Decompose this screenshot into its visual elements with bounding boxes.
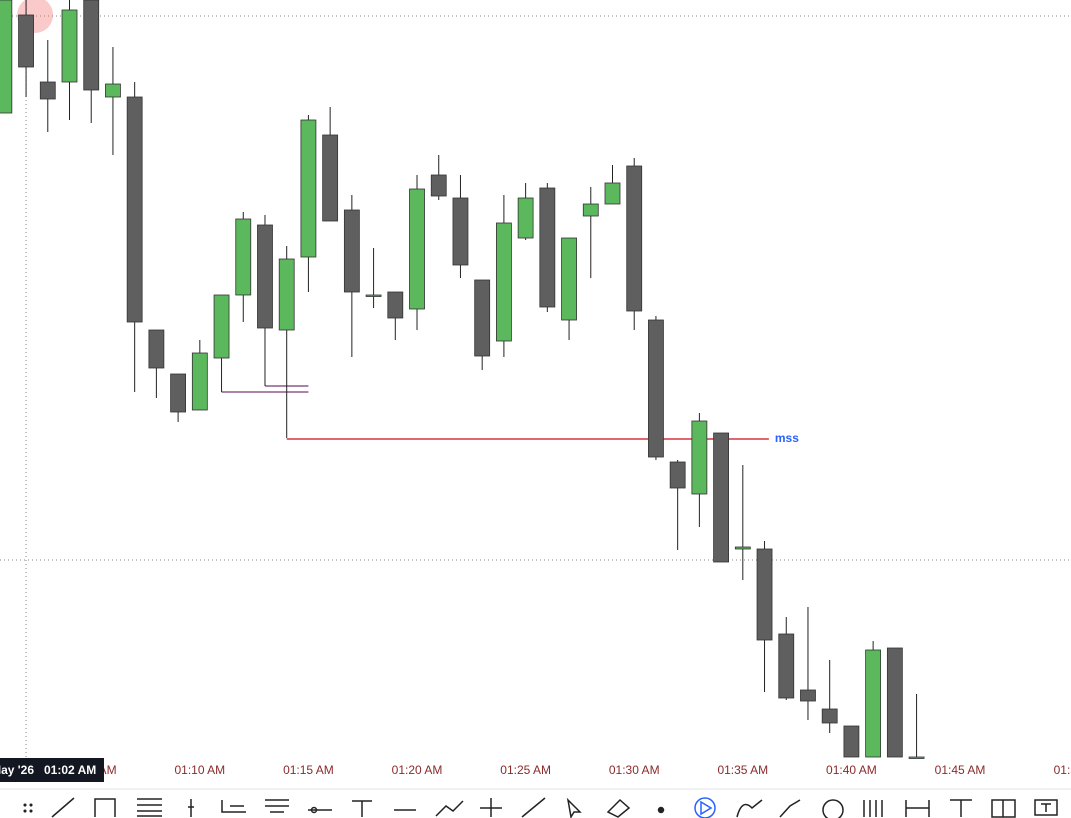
candle-body <box>213 294 230 359</box>
candle-body <box>18 14 34 68</box>
candle-body <box>539 187 556 308</box>
brush-tool[interactable] <box>779 799 801 818</box>
candle-body <box>843 725 860 758</box>
candle-body <box>517 197 534 239</box>
candle-body <box>756 548 773 641</box>
candle-body <box>257 224 273 329</box>
candle-body <box>409 188 425 310</box>
curve-tool[interactable] <box>736 799 763 818</box>
circle-tool[interactable] <box>822 799 844 818</box>
candle-body <box>322 134 339 222</box>
x-tick-label: 01:30 AM <box>609 763 660 777</box>
candle-body <box>778 633 795 699</box>
x-tick-label: 01:20 AM <box>392 763 443 777</box>
path-tool[interactable] <box>435 800 464 817</box>
candle-body <box>691 420 708 495</box>
x-tick-label: 01:40 AM <box>826 763 877 777</box>
note-tool[interactable] <box>1034 799 1058 816</box>
crosshair-date: May '26 <box>0 763 34 777</box>
cursor-tool[interactable] <box>566 797 582 818</box>
candle-body <box>278 258 295 331</box>
short-tool[interactable] <box>265 799 289 813</box>
range-tool[interactable] <box>905 800 930 817</box>
candle-body <box>865 649 882 758</box>
candle-body <box>452 197 469 266</box>
candle-body <box>604 182 621 205</box>
x-tick-label: 01:50 <box>1054 763 1071 777</box>
candle-body <box>170 373 187 413</box>
bars-tool[interactable] <box>863 800 883 817</box>
toolbar <box>23 797 1058 818</box>
select-tool[interactable] <box>694 797 716 818</box>
extended-tool[interactable] <box>521 797 546 818</box>
dot-tool[interactable] <box>657 806 665 814</box>
candle-body <box>495 222 512 342</box>
level-label: mss <box>775 431 799 445</box>
candle-body <box>148 329 165 369</box>
eraser-tool[interactable] <box>606 798 631 818</box>
rect-tool[interactable] <box>94 798 116 817</box>
text-tool[interactable] <box>352 800 372 817</box>
candle-body <box>365 294 382 297</box>
candle-body <box>83 0 100 91</box>
drag-handle[interactable] <box>23 803 33 813</box>
candle-body <box>582 203 599 217</box>
candle-body <box>300 119 317 258</box>
x-tick-label: 01:10 AM <box>174 763 225 777</box>
candle-body <box>387 291 404 319</box>
candle-body <box>821 708 838 724</box>
x-tick-label: 01:35 AM <box>717 763 768 777</box>
crosshair-time: 01:02 AM <box>44 763 96 777</box>
candle-body <box>0 0 13 114</box>
arrow-tool[interactable] <box>950 799 972 817</box>
candle-body <box>430 174 447 197</box>
candle-body <box>61 9 78 83</box>
crosshair-label-box <box>0 758 104 782</box>
candle-body <box>886 647 903 758</box>
candle-body <box>669 461 686 489</box>
candle-body <box>800 689 816 702</box>
x-tick-label: 01:45 AM <box>935 763 986 777</box>
x-tick-label: 01:15 AM <box>283 763 334 777</box>
cross-tool[interactable] <box>480 798 502 817</box>
candle-body <box>626 165 643 312</box>
candle-body <box>105 83 121 98</box>
candle-body <box>39 81 56 100</box>
fib-tool[interactable] <box>137 798 162 817</box>
table-tool[interactable] <box>991 799 1016 818</box>
candle-body <box>908 756 925 759</box>
candle-body <box>191 352 208 411</box>
x-tick-label: 01:25 AM <box>500 763 551 777</box>
candle-body <box>235 218 252 296</box>
candle-body <box>561 237 577 321</box>
vline-tool[interactable] <box>188 799 194 817</box>
trend-line-tool[interactable] <box>51 797 75 818</box>
candle-body <box>734 546 751 550</box>
candle-body <box>713 432 729 563</box>
candle-body <box>126 96 143 323</box>
long-tool[interactable] <box>221 800 246 813</box>
candle-body <box>343 209 360 293</box>
candle-body <box>648 319 664 458</box>
candle-body <box>474 279 491 357</box>
